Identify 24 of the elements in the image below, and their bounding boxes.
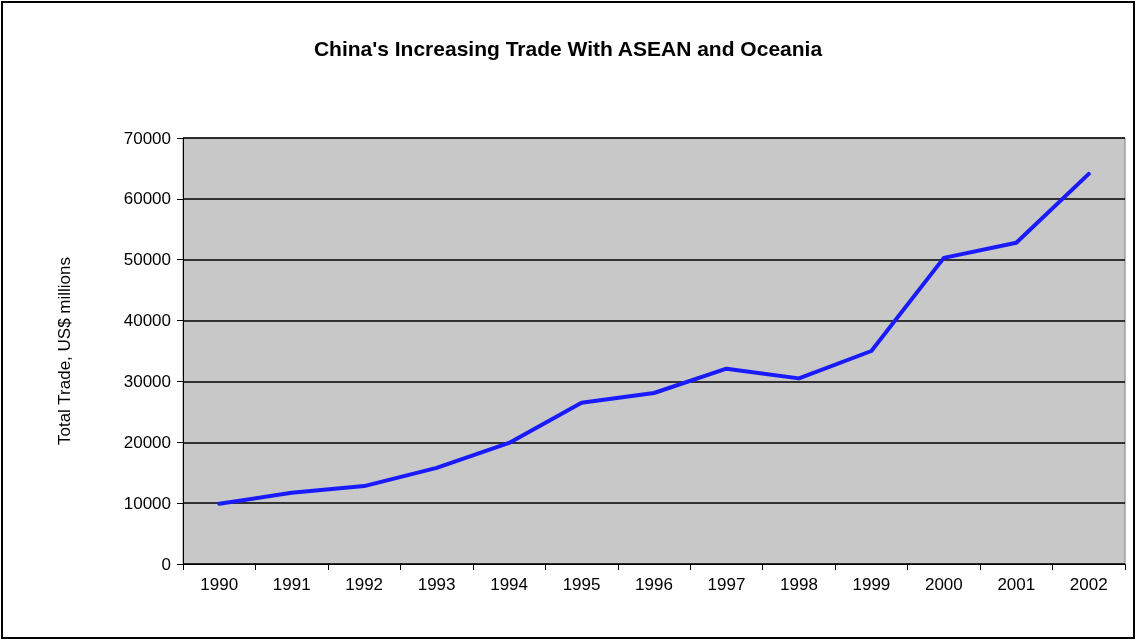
x-tick-label: 2001 — [997, 575, 1036, 594]
chart-title: China's Increasing Trade With ASEAN and Oceania — [313, 37, 823, 60]
x-tick-label: 1994 — [490, 575, 528, 594]
line-series — [217, 171, 1091, 506]
x-tick-label: 1993 — [417, 575, 456, 594]
y-tick-label: 60000 — [123, 189, 171, 209]
x-tick-label: 2000 — [924, 575, 963, 594]
y-tick-label: 30000 — [123, 371, 171, 391]
x-tick-label: 1997 — [707, 575, 746, 594]
x-tick-label: 2002 — [1069, 575, 1108, 594]
x-tick-label: 1999 — [852, 575, 891, 594]
x-tick-label: 1995 — [562, 575, 601, 594]
y-tick-label: 0 — [161, 554, 171, 574]
y-tick-label: 50000 — [123, 250, 171, 270]
y-tick-label: 20000 — [123, 432, 171, 452]
x-tick-label: 1991 — [272, 575, 311, 594]
y-tick-label: 40000 — [123, 311, 171, 331]
x-tick-label: 1996 — [635, 575, 673, 594]
x-tick-label: 1990 — [200, 575, 239, 594]
y-tick-label: 10000 — [123, 493, 171, 513]
y-axis-title: Total Trade, US$ millions — [55, 256, 74, 446]
y-tick-label: 70000 — [123, 128, 171, 148]
x-tick-label: 1998 — [780, 575, 818, 594]
x-tick-label: 1992 — [345, 575, 384, 594]
